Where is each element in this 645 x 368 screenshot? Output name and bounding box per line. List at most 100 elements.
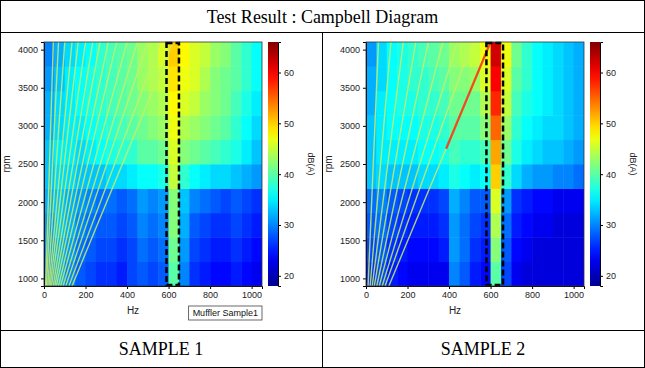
colorbar-tick-mark (278, 276, 281, 277)
annotation-box (189, 306, 262, 320)
order-line (51, 42, 85, 286)
heat-cell (376, 115, 387, 140)
heat-cell (574, 237, 584, 262)
y-tick-label: 4000 (340, 45, 360, 55)
x-tick: 200 (401, 286, 416, 300)
annotation-label: Muffler Sample1 (193, 308, 258, 318)
y-tick: 3500 (340, 83, 366, 93)
y-tick-mark (363, 278, 366, 279)
heat-cell (449, 262, 460, 286)
heat-cell (563, 262, 574, 286)
heat-cell (366, 140, 377, 165)
heat-cell (459, 164, 470, 189)
heat-cell (117, 237, 128, 262)
heat-cell (511, 140, 522, 165)
y-tick-label: 2500 (18, 159, 38, 169)
heat-cell (532, 140, 543, 165)
y-tick-label: 1500 (18, 236, 38, 246)
heat-cell (397, 262, 408, 286)
x-tick: 200 (79, 286, 94, 300)
heat-cell (137, 188, 148, 213)
heat-cell (574, 213, 584, 238)
heat-cell (210, 164, 221, 189)
x-tick-label: 200 (401, 290, 416, 300)
heat-cell (210, 237, 221, 262)
heat-cell (241, 237, 252, 262)
heat-cell (231, 115, 242, 140)
heat-cell (470, 140, 481, 165)
heat-cell (439, 213, 450, 238)
heat-cell (200, 213, 211, 238)
y-tick: 2000 (18, 198, 44, 208)
heat-cell (553, 115, 564, 140)
heat-cell (542, 213, 553, 238)
heat-cell (439, 237, 450, 262)
heat-cell (220, 164, 231, 189)
heat-cell (449, 164, 460, 189)
order-line (389, 42, 491, 286)
heat-cell (179, 140, 190, 165)
y-axis: 1000150020002500300035004000 (340, 43, 367, 287)
x-tick: 600 (162, 286, 177, 300)
y-tick-label: 1000 (340, 274, 360, 284)
heat-cell (231, 237, 242, 262)
heat-cell (376, 66, 387, 91)
x-tick-mark (86, 286, 87, 289)
heat-cell (148, 140, 159, 165)
heat-cell (137, 91, 148, 116)
colorbar-tick-label: 50 (284, 119, 294, 129)
heat-cell (480, 262, 491, 286)
heat-cell (158, 91, 169, 116)
heat-cell (231, 42, 242, 67)
heat-cell (522, 262, 533, 286)
x-axis-title: Hz (127, 305, 139, 316)
x-tick: 400 (120, 286, 135, 300)
heat-cell (252, 188, 262, 213)
y-tick-label: 1000 (18, 274, 38, 284)
colorbar-tick-mark (278, 174, 281, 175)
heat-cell (210, 188, 221, 213)
heat-cell (127, 262, 138, 286)
table-title: Test Result : Campbell Diagram (207, 7, 439, 27)
highlight-box (166, 43, 178, 285)
heat-cell (553, 91, 564, 116)
heat-cell (148, 188, 159, 213)
colorbar-tick-label: 40 (284, 170, 294, 180)
heat-cell (231, 164, 242, 189)
colorbar-tick: 60 (278, 68, 294, 78)
heat-cell (470, 115, 481, 140)
heat-cell (553, 66, 564, 91)
x-axis-title: Hz (449, 305, 461, 316)
table-border (1, 1, 645, 368)
heat-cell (491, 115, 502, 140)
figure: Test Result : Campbell Diagram0200400600… (0, 0, 645, 368)
heat-cell (553, 213, 564, 238)
heat-cell (459, 262, 470, 286)
x-tick: 600 (484, 286, 499, 300)
heat-cell (459, 140, 470, 165)
heat-cell (522, 164, 533, 189)
y-tick-mark (41, 240, 44, 241)
heat-cell (563, 115, 574, 140)
heat-cell (542, 188, 553, 213)
heat-cell (563, 164, 574, 189)
heat-cell (574, 91, 584, 116)
heat-cell (252, 42, 262, 67)
x-tick-label: 0 (42, 290, 47, 300)
heat-cell (241, 164, 252, 189)
x-tick: 1000 (564, 286, 584, 300)
y-tick: 2500 (18, 159, 44, 169)
heat-cell (459, 237, 470, 262)
heat-cell (459, 66, 470, 91)
heat-cell (127, 213, 138, 238)
heat-cell (470, 213, 481, 238)
heat-cell (220, 115, 231, 140)
heat-cell (470, 42, 481, 67)
x-tick-label: 0 (364, 290, 369, 300)
x-tick-label: 800 (525, 290, 540, 300)
heat-cell (179, 262, 190, 286)
heat-cell (470, 164, 481, 189)
x-axis-line (45, 287, 263, 290)
heat-cell (553, 140, 564, 165)
heat-cell (511, 213, 522, 238)
